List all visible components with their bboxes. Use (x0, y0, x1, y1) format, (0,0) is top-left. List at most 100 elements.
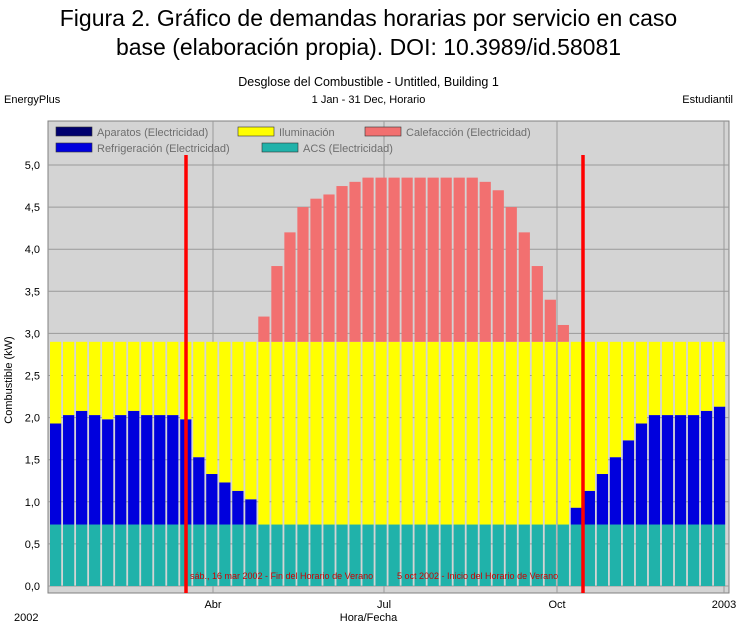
bar-segment (89, 415, 101, 525)
x-tick-label: Jul (377, 599, 391, 611)
bar-segment (245, 524, 257, 586)
bar-segment (492, 341, 504, 525)
bar-segment (388, 524, 400, 586)
bar-segment (232, 490, 244, 525)
bar-segment (674, 524, 687, 586)
user-label: Estudiantil (682, 94, 733, 106)
legend-label: ACS (Electricidad) (303, 143, 393, 155)
bar-segment (414, 341, 426, 525)
y-tick-label: 0,0 (25, 581, 40, 593)
bar-segment (414, 524, 426, 586)
bar-segment (206, 474, 218, 525)
bar-segment (674, 341, 687, 416)
bar-segment (505, 341, 517, 525)
bar-segment (401, 341, 413, 525)
bar-segment (518, 232, 530, 342)
bar-segment (297, 341, 309, 525)
bar-segment (206, 341, 218, 475)
bar-segment (167, 415, 179, 525)
bar-segment (336, 341, 348, 525)
caption-line-2: base (elaboración propia). DOI: 10.3989/… (115, 34, 622, 60)
bar-segment (167, 524, 179, 586)
bar-segment (50, 423, 62, 525)
bar-segment (193, 457, 205, 525)
bar-segment (466, 341, 478, 525)
legend-swatch (55, 126, 93, 137)
bar-segment (635, 341, 648, 424)
legend-swatch (237, 126, 275, 137)
bar-segment (609, 457, 622, 525)
bar-segment (622, 524, 635, 586)
figure-caption: Figura 2. Gráfico de demandas horarias p… (0, 4, 737, 62)
y-tick-label: 0,5 (25, 539, 40, 551)
bar-segment (479, 524, 491, 586)
bar-segment (518, 341, 530, 525)
bar-segment (362, 524, 374, 586)
bar-segment (375, 177, 387, 342)
bar-segment (414, 177, 426, 342)
bar-segment (661, 524, 674, 586)
bar-segment (518, 524, 530, 586)
bar-segment (687, 524, 700, 586)
legend-swatch (364, 126, 402, 137)
bar-segment (570, 341, 582, 508)
bar-segment (453, 341, 465, 525)
bar-segment (479, 181, 491, 342)
bar-segment (245, 499, 257, 525)
legend-swatch (261, 142, 299, 153)
bar-segment (258, 341, 270, 525)
bar-segment (557, 341, 569, 525)
x-tick-label: Oct (548, 599, 565, 611)
bar-segment (700, 410, 713, 525)
bar-segment (141, 415, 153, 525)
bar-segment (713, 406, 726, 525)
bar-segment (648, 524, 661, 586)
bar-segment (271, 341, 283, 525)
y-tick-label: 2,0 (25, 413, 40, 425)
bar-segment (570, 524, 582, 586)
bar-segment (622, 440, 635, 525)
bar-segment (375, 524, 387, 586)
bar-segment (388, 177, 400, 342)
bar-segment (453, 177, 465, 342)
bar-segment (349, 341, 361, 525)
bar-segment (427, 177, 439, 342)
bar-segment (141, 341, 153, 416)
bar-segment (284, 341, 296, 525)
bar-segment (362, 177, 374, 342)
bar-segment (297, 524, 309, 586)
bar-segment (466, 177, 478, 342)
bar-segment (219, 341, 231, 483)
bar-segment (115, 341, 127, 416)
bar-segment (154, 341, 166, 416)
bar-segment (89, 341, 101, 416)
bar-segment (349, 181, 361, 342)
bar-segment (232, 341, 244, 491)
bar-segment (505, 207, 517, 342)
bar-segment (271, 266, 283, 342)
bar-segment (323, 341, 335, 525)
legend-swatch (55, 142, 93, 153)
bar-segment (557, 524, 569, 586)
bar-segment (700, 524, 713, 586)
bar-segment (570, 507, 582, 525)
bar-segment (63, 524, 75, 586)
x-tick-label: Abr (204, 599, 221, 611)
bar-segment (544, 299, 556, 342)
bar-segment (115, 524, 127, 586)
bar-segment (583, 341, 595, 491)
bar-segment (596, 341, 609, 475)
bar-segment (583, 490, 595, 525)
bar-segment (115, 415, 127, 525)
bar-segment (50, 524, 62, 586)
y-tick-label: 4,5 (25, 202, 40, 214)
bar-segment (154, 415, 166, 525)
bar-segment (310, 524, 322, 586)
bar-segment (700, 341, 713, 411)
bar-segment (310, 198, 322, 342)
bar-segment (440, 177, 452, 342)
bar-segment (128, 410, 140, 525)
y-axis-label: Combustible (kW) (3, 336, 15, 423)
caption-line-1: Figura 2. Gráfico de demandas horarias p… (59, 5, 678, 31)
